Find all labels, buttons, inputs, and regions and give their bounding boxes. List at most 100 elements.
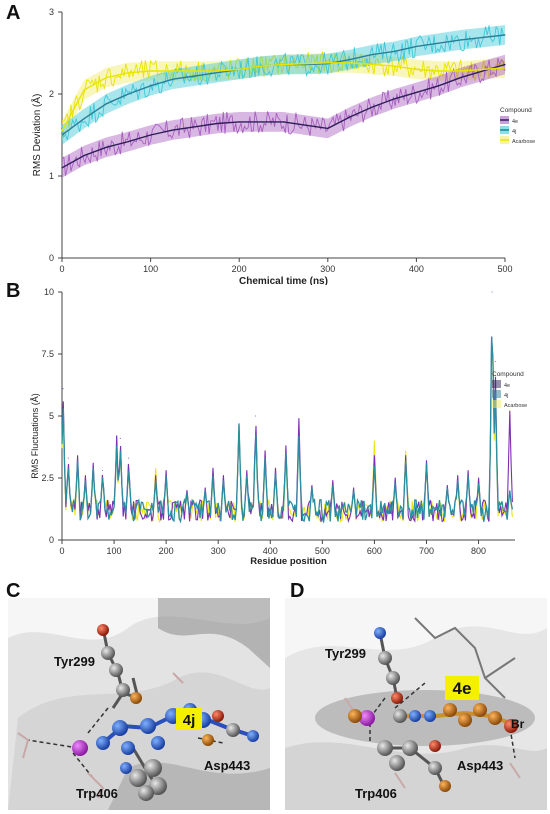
rmsf-peak-4e — [155, 475, 157, 477]
series-point-4e — [305, 124, 307, 126]
rmsf-peak-4e — [92, 462, 94, 464]
panel-letter-c: C — [6, 580, 21, 602]
y-tick-label: 1 — [49, 171, 54, 181]
series-point-Acarbose — [260, 65, 262, 67]
series-point-4e — [460, 77, 462, 79]
series-point-Acarbose — [415, 68, 417, 70]
rmsf-peak-4e — [102, 470, 104, 472]
series-point-Acarbose — [460, 70, 462, 72]
series-point-Acarbose — [371, 63, 373, 66]
series-point-4e — [238, 121, 240, 123]
series-point-4e — [260, 121, 262, 123]
y-tick-label: 10 — [44, 287, 54, 297]
series-point-Acarbose — [238, 68, 240, 70]
x-tick-label: 300 — [320, 264, 335, 274]
residue-label-tyr299-d: Tyr299 — [325, 646, 366, 661]
series-point-Acarbose — [437, 70, 440, 72]
x-tick-label: 600 — [367, 546, 382, 556]
series-point-4j — [349, 58, 351, 61]
rmsf-line-4j — [61, 336, 514, 524]
x-tick-label: 0 — [59, 546, 64, 556]
rmsd-chart: 0 100 200 300 400 500 0 1 2 3 Chemical time (ns) RM… — [30, 7, 535, 285]
y-tick-label: 2.5 — [41, 473, 54, 483]
rmsf-peak-4e — [509, 410, 511, 412]
rmsf-peak-4e — [478, 477, 480, 479]
rmsf-peak-4e — [394, 477, 396, 479]
series-point-Acarbose — [282, 63, 285, 66]
y-axis-label: RMS Deviation (Å) — [30, 94, 43, 177]
legend-label-4j: 4j — [512, 129, 516, 135]
x-tick-label: 500 — [497, 264, 512, 274]
series-point-4j — [393, 50, 395, 52]
x-tick-label: 800 — [471, 546, 486, 556]
y-tick-label: 2 — [49, 89, 54, 99]
series-point-4e — [371, 106, 373, 108]
series-point-Acarbose — [172, 70, 174, 72]
series-point-4j — [504, 34, 506, 36]
rmsf-peak-4e — [285, 445, 287, 447]
y-tick-label: 7.5 — [41, 349, 54, 359]
x-tick-label: 100 — [143, 264, 158, 274]
x-axis-label: Residue position — [250, 556, 327, 567]
residue-label-asp443-c: Asp443 — [204, 758, 250, 773]
rmsf-peak-4e — [222, 475, 224, 477]
x-tick-label: 500 — [315, 546, 330, 556]
rmsf-chart: 0 100 200 300 400 500 600 700 800 0 2.5 5 7.5 10 Resid… — [30, 287, 527, 567]
panel-letter-b: B — [6, 280, 21, 302]
x-tick-label: 400 — [263, 546, 278, 556]
series-point-Acarbose — [105, 77, 107, 79]
ligand-label-4e: 4e — [453, 679, 472, 698]
rmsf-peak-4e — [255, 415, 257, 417]
series-point-Acarbose — [194, 70, 196, 72]
series-raw-4j — [61, 25, 506, 141]
atom-label-br: Br — [511, 717, 525, 731]
rmsf-peak-4e — [165, 470, 167, 472]
series-point-4e — [150, 134, 152, 136]
series-point-Acarbose — [150, 70, 152, 72]
legend-swatch-4j — [492, 390, 501, 398]
rmsf-peak-4e — [119, 437, 121, 439]
residue-label-tyr299-c: Tyr299 — [54, 654, 95, 669]
panel-letter-d: D — [290, 580, 305, 602]
x-tick-label: 0 — [59, 264, 64, 274]
series-point-Acarbose — [349, 62, 351, 64]
series-band-4e — [62, 54, 505, 178]
series-point-4e — [172, 129, 174, 131]
rmsf-peak-4e — [62, 388, 64, 390]
rmsf-peak-4e — [84, 475, 86, 477]
legend-title: Compound — [492, 371, 524, 378]
ligand-label-4j: 4j — [183, 712, 196, 729]
series-point-4j — [460, 39, 462, 41]
residue-label-trp406-d: Trp406 — [355, 786, 397, 801]
rmsf-peak-4e — [494, 360, 496, 362]
y-tick-label: 0 — [49, 535, 54, 545]
rmsf-peak-4e — [264, 450, 266, 452]
rmsf-peak-4e — [77, 455, 79, 457]
series-point-4e — [327, 127, 329, 130]
legend-swatch-Acarbose — [492, 400, 501, 408]
series-point-4j — [371, 54, 373, 56]
rmsf-peak-4e — [128, 457, 130, 459]
series-point-4j — [150, 85, 152, 87]
series-point-4e — [105, 146, 107, 148]
y-tick-label: 0 — [49, 253, 54, 263]
series-point-4e — [127, 140, 130, 143]
x-tick-label: 300 — [211, 546, 226, 556]
series-raw-4e — [61, 57, 506, 176]
rmsf-peak-4e — [67, 457, 69, 459]
residue-label-asp443-d: Asp443 — [457, 758, 503, 773]
series-point-4j — [105, 103, 107, 105]
series-point-4j — [83, 118, 85, 120]
series-point-4e — [61, 167, 63, 169]
legend-label-4e: 4e — [512, 119, 518, 125]
series-point-Acarbose — [127, 72, 130, 74]
legend-title: Compound — [500, 107, 532, 114]
series-point-4j — [415, 45, 417, 48]
series-point-4e — [194, 126, 196, 128]
rmsf-peak-4e — [212, 467, 214, 469]
series-point-Acarbose — [61, 130, 63, 132]
rmsf-peak-4e — [457, 475, 459, 477]
binding-pose-4j: 4j Tyr299 Trp406 Asp443 — [8, 598, 270, 810]
x-tick-label: 700 — [419, 546, 434, 556]
rmsf-peak-4e — [353, 487, 355, 489]
